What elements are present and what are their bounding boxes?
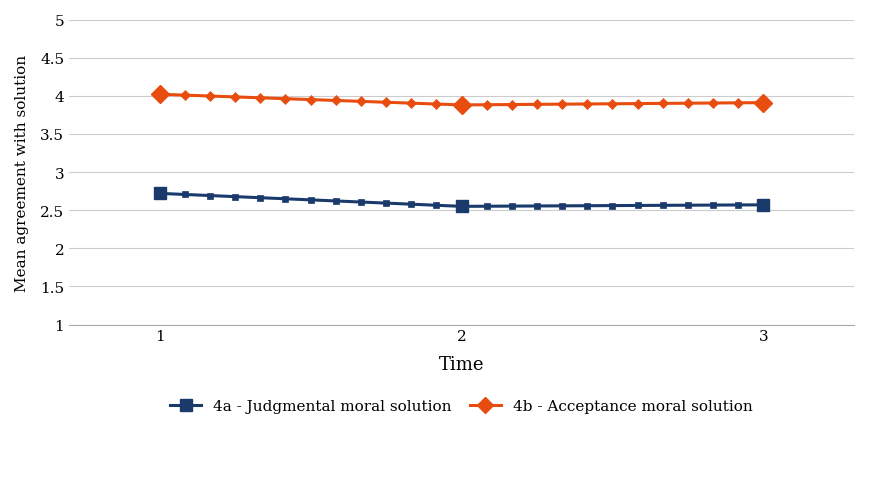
X-axis label: Time: Time xyxy=(439,355,484,373)
Legend: 4a - Judgmental moral solution, 4b - Acceptance moral solution: 4a - Judgmental moral solution, 4b - Acc… xyxy=(164,393,759,420)
Y-axis label: Mean agreement with solution: Mean agreement with solution xyxy=(15,54,29,291)
